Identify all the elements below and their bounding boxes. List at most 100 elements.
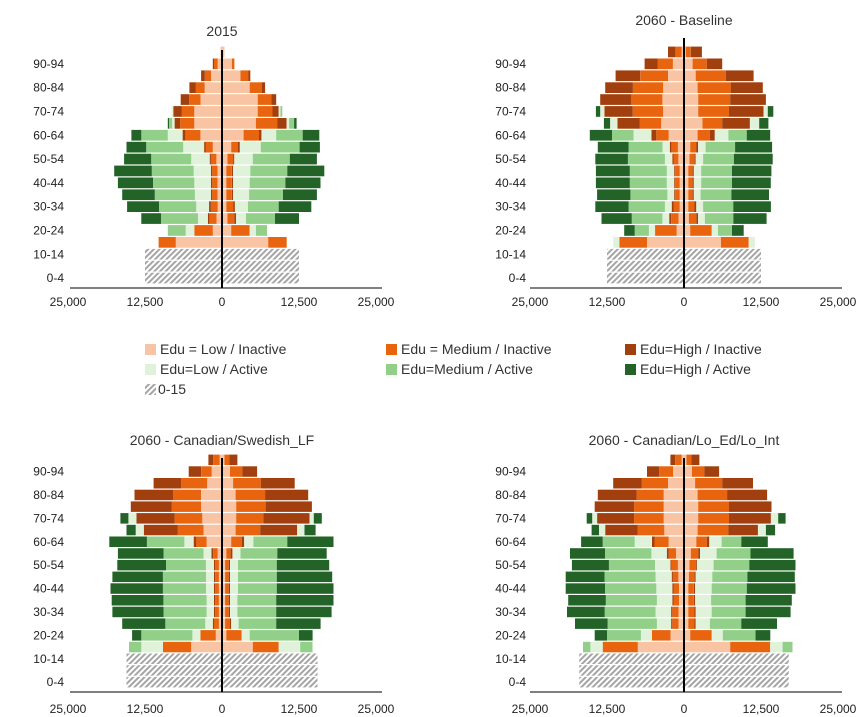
bar-female-medium-active-60-64	[253, 536, 288, 547]
bar-female-low-inactive-30-34	[222, 201, 227, 212]
bar-female-low-inactive-80-84	[684, 489, 698, 501]
chart-legend: Edu = Low / Inactive Edu = Medium / Inac…	[145, 341, 762, 397]
bar-male-high-active-60-64	[589, 129, 612, 141]
bar-male-high-active-65-69	[126, 524, 136, 536]
bar-female-low-inactive-70-74	[684, 106, 699, 117]
bar-female-low-inactive-55-59	[684, 548, 691, 559]
bar-female-low-inactive-90-94	[222, 58, 232, 70]
bar-female-high-active-35-39	[276, 595, 334, 606]
bar-male-medium-inactive-70-74	[174, 513, 203, 524]
bar-female-low-inactive-65-69	[684, 524, 698, 536]
bar-female-low-inactive-60-64	[684, 536, 697, 547]
bar-male-medium-inactive-60-64	[654, 536, 669, 547]
bar-male-low-inactive-50-54	[216, 153, 222, 165]
bar-female-high-active-25-29	[741, 618, 777, 629]
bar-female-medium-inactive-75-79	[698, 94, 731, 105]
bar-male-medium-inactive-15-19	[158, 237, 176, 248]
bar-male-low-active-60-64	[633, 129, 652, 141]
bar-male-low-inactive-20-24	[215, 630, 222, 641]
legend-item-low-active: Edu=Low / Active	[145, 361, 268, 377]
legend-item-child: 0-15	[145, 381, 186, 397]
bar-male-high-active-20-24	[594, 630, 607, 641]
bar-female-high-active-50-54	[289, 153, 317, 165]
y-tick-label: 10-14	[33, 652, 64, 666]
bar-female-high-inactive-90-94	[242, 466, 258, 477]
y-tick-label: 80-84	[495, 81, 526, 95]
bar-female-medium-active-55-59	[260, 141, 300, 153]
bar-male-medium-inactive-65-69	[177, 524, 204, 536]
legend-label: Edu=High / Active	[640, 361, 751, 377]
bar-male-low-inactive-40-44	[218, 583, 222, 594]
y-tick-label: 70-74	[495, 511, 526, 525]
bar-female-high-inactive-30-34	[694, 201, 697, 212]
bar-female-high-active-40-44	[732, 177, 771, 189]
bar-male-medium-inactive-90-94	[657, 58, 673, 70]
bar-male-high-active-60-64	[131, 129, 142, 141]
bar-female-low-active-30-34	[696, 201, 704, 212]
bar-male-medium-active-55-59	[628, 141, 663, 153]
bar-male-child-0-4	[579, 676, 684, 688]
bar-male-medium-active-45-49	[151, 165, 194, 177]
bar-female-low-inactive-85-89	[222, 478, 234, 489]
bar-male-medium-inactive-25-29	[209, 213, 217, 224]
bar-female-low-inactive-15-19	[684, 641, 731, 653]
bar-male-medium-inactive-35-39	[215, 595, 219, 606]
bar-female-medium-inactive-85-89	[240, 70, 249, 82]
bar-male-high-inactive-65-69	[617, 118, 640, 129]
bar-male-medium-inactive-80-84	[195, 82, 205, 93]
bar-female-low-inactive-50-54	[222, 153, 228, 165]
x-tick-label: 0	[681, 295, 688, 309]
bar-male-low-inactive-20-24	[676, 225, 684, 236]
bar-male-high-inactive-30-34	[209, 201, 211, 212]
bar-female-low-inactive-40-44	[684, 583, 689, 594]
bar-male-medium-active-55-59	[605, 548, 652, 559]
bar-male-medium-inactive-80-84	[173, 489, 201, 501]
bar-female-child-5-9	[222, 665, 318, 676]
bar-female-low-active-55-59	[232, 548, 241, 559]
bar-male-low-active-45-49	[193, 165, 211, 177]
bar-female-low-inactive-35-39	[222, 595, 226, 606]
bar-male-high-inactive-25-29	[669, 213, 671, 224]
bar-female-low-active-65-69	[749, 118, 760, 129]
bar-male-medium-active-25-29	[161, 213, 198, 224]
bar-female-high-inactive-70-74	[263, 513, 310, 524]
bar-female-medium-active-25-29	[238, 618, 277, 629]
bar-female-low-active-15-19	[770, 641, 783, 653]
bar-male-high-inactive-70-74	[604, 106, 633, 117]
x-tick-label: 0	[219, 295, 226, 309]
y-tick-label: 40-44	[33, 582, 64, 596]
bar-female-medium-inactive-50-54	[225, 559, 229, 571]
bar-male-high-active-65-69	[591, 524, 599, 536]
bar-female-medium-inactive-75-79	[257, 94, 272, 105]
bar-female-low-active-50-54	[230, 559, 238, 571]
bar-male-low-inactive-15-19	[647, 237, 684, 248]
bar-female-low-inactive-75-79	[684, 501, 699, 512]
bar-male-child-0-4	[607, 272, 684, 284]
bar-male-low-inactive-35-39	[217, 189, 222, 201]
bar-male-medium-inactive-85-89	[640, 70, 668, 82]
bar-female-high-active-20-24	[755, 630, 771, 641]
bar-female-medium-active-45-49	[238, 571, 277, 583]
bar-male-high-active-20-24	[624, 225, 635, 236]
bar-female-medium-inactive-90-94	[692, 466, 705, 477]
bar-male-high-inactive-70-74	[136, 513, 175, 524]
bar-female-high-inactive-50-54	[233, 153, 235, 165]
legend-item-high-active: Edu=High / Active	[625, 361, 751, 377]
bar-male-medium-inactive-75-79	[171, 501, 202, 512]
pyramid-panel-2060-canadian-swedish-lf: 2060 - Canadian/Swedish_LF 0-4 10-14 20-24…	[33, 432, 394, 716]
x-tick-label: 25,000	[820, 702, 857, 716]
bar-male-low-active-20-24	[640, 630, 652, 641]
bar-male-high-inactive-75-79	[600, 94, 631, 105]
bar-male-low-inactive-25-29	[678, 618, 684, 629]
bar-female-low-inactive-65-69	[222, 524, 236, 536]
bar-male-low-inactive-15-19	[175, 237, 222, 248]
bar-male-low-inactive-20-24	[670, 630, 684, 641]
pyramid-panel-2060-canadian-lo-ed-lo-int: 2060 - Canadian/Lo_Ed/Lo_Int 0-4 10-14 20-…	[495, 432, 856, 716]
bar-male-medium-inactive-55-59	[668, 548, 676, 559]
bar-female-high-inactive-25-29	[694, 618, 696, 629]
bar-female-low-inactive-35-39	[222, 189, 227, 201]
bar-male-medium-inactive-85-89	[181, 478, 208, 489]
bar-female-high-inactive-60-64	[709, 129, 715, 141]
bar-female-medium-inactive-95+	[686, 454, 692, 466]
bar-female-low-inactive-75-79	[222, 94, 258, 105]
